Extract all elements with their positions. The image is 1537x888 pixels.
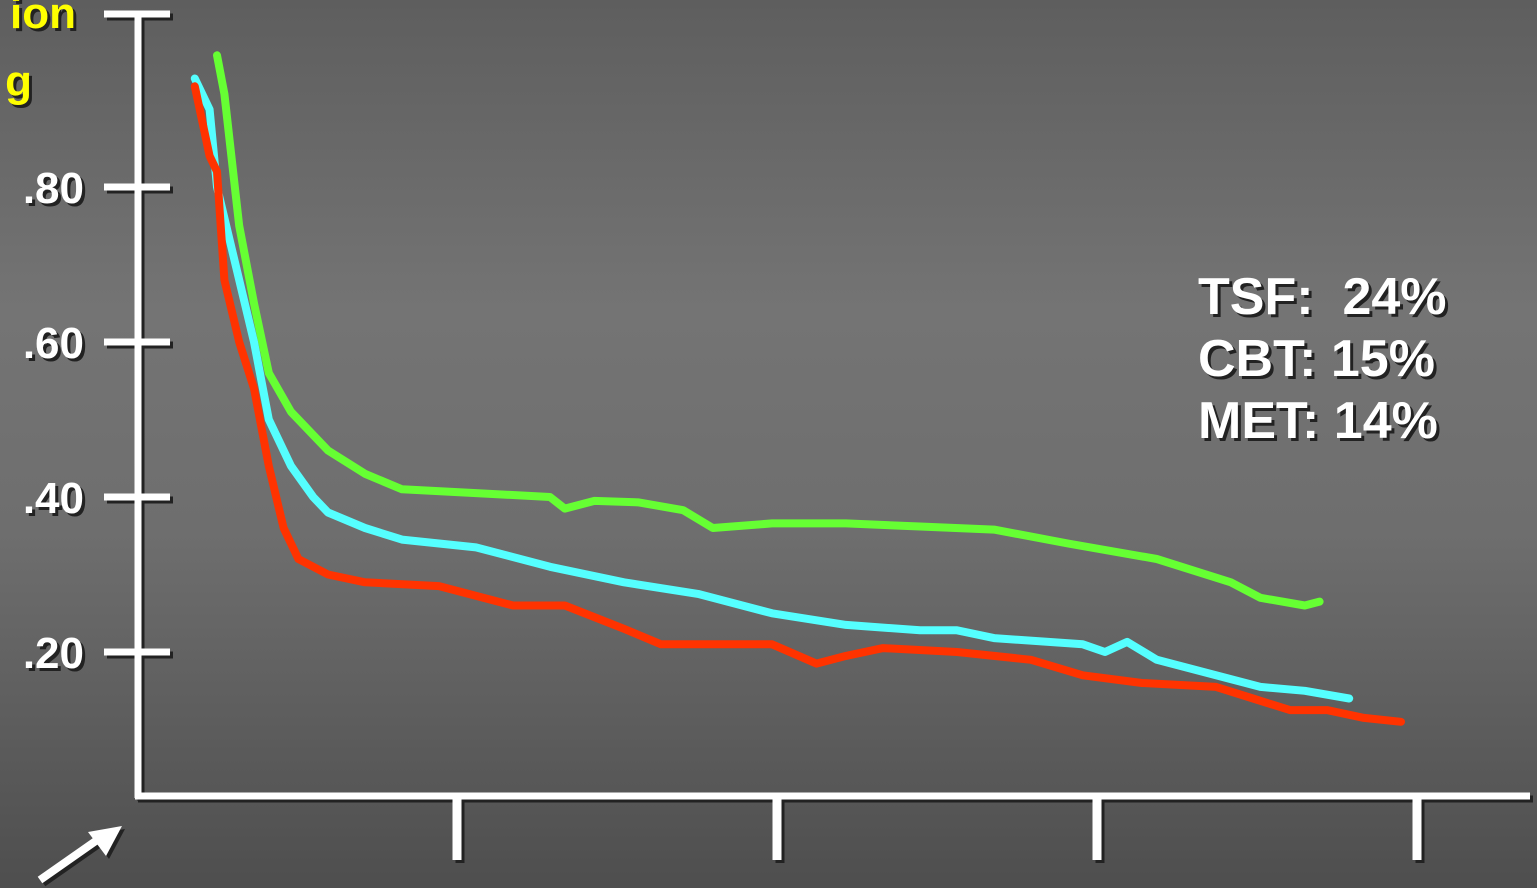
annotation-label: MET: xyxy=(1198,392,1320,450)
annotation-label: TSF: xyxy=(1198,268,1314,326)
outcome-annotation: TSF: 24% CBT: 15% MET: 14% xyxy=(1198,266,1447,452)
annotation-line-met: MET: 14% xyxy=(1198,390,1447,452)
series-line-tsf xyxy=(213,51,1324,610)
y-axis-tick-labels: .80 .60 .40 .20 xyxy=(23,164,84,678)
y-axis-ticks xyxy=(104,183,170,656)
series-line-met xyxy=(190,82,1405,726)
y-tick-label: .20 xyxy=(23,629,84,678)
annotation-line-tsf: TSF: 24% xyxy=(1198,266,1447,328)
y-tick-label: .40 xyxy=(23,474,84,523)
title-fragment-line-1: ion xyxy=(10,0,76,38)
annotation-value: 15% xyxy=(1330,330,1435,388)
axes xyxy=(104,10,1530,860)
y-tick-label: .80 xyxy=(23,164,84,213)
y-tick-label: .60 xyxy=(23,319,84,368)
annotation-value: 14% xyxy=(1333,392,1438,450)
annotation-line-cbt: CBT: 15% xyxy=(1198,328,1447,390)
pointer-arrow-icon xyxy=(37,826,122,884)
annotation-label: CBT: xyxy=(1198,330,1317,388)
title-fragment-line-2: g xyxy=(5,57,32,106)
series-lines xyxy=(190,51,1405,726)
x-axis-ticks xyxy=(452,798,1422,860)
title-fragment: ion g xyxy=(5,0,76,106)
series-line-cbt xyxy=(190,74,1354,703)
annotation-value: 24% xyxy=(1342,268,1447,326)
